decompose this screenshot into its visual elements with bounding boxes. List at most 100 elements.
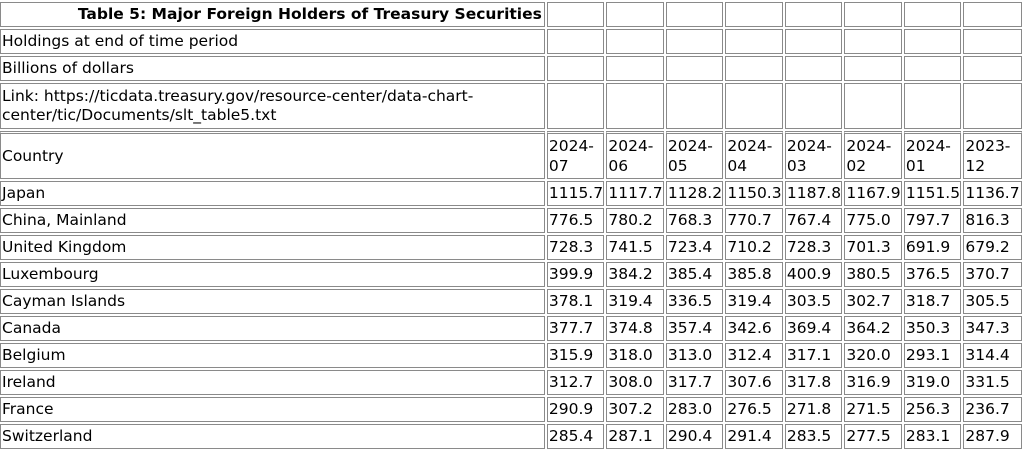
empty-cell: [606, 2, 664, 27]
table-row: Switzerland 285.4 287.1 290.4 291.4 283.5 277.…: [0, 424, 1022, 449]
table-body: Table 5: Major Foreign Holders of Treasu…: [0, 2, 1022, 449]
period-column-header: 2024- 05: [665, 131, 724, 179]
empty-cell: [844, 2, 902, 27]
period-month-part: 03: [786, 157, 807, 175]
value-cell: 303.5: [784, 289, 843, 314]
period-month-part: 04: [727, 157, 748, 175]
period-month-part: 02: [846, 157, 867, 175]
empty-cell: [546, 83, 605, 129]
empty-cell: [725, 2, 783, 27]
value-cell: 350.3: [903, 316, 962, 341]
value-cell: 1151.5: [903, 181, 962, 206]
empty-cell: [963, 83, 1022, 129]
empty-cell: [725, 83, 783, 129]
value-cell: 319.4: [725, 289, 783, 314]
country-cell: Canada: [0, 316, 545, 341]
period-year-part: 2024-: [846, 137, 892, 155]
period-month-part: 01: [905, 157, 926, 175]
table-row: France 290.9 307.2 283.0 276.5 271.8 271.5 256.…: [0, 397, 1022, 422]
value-cell: 1115.7: [546, 181, 605, 206]
country-cell: Cayman Islands: [0, 289, 545, 314]
value-cell: 701.3: [844, 235, 902, 260]
empty-cell: [903, 83, 962, 129]
value-cell: 780.2: [606, 208, 664, 233]
value-cell: 271.8: [784, 397, 843, 422]
period-year-part: 2024-: [727, 137, 773, 155]
value-cell: 316.9: [844, 370, 902, 395]
meta-text: Holdings at end of time period: [0, 29, 545, 54]
value-cell: 290.4: [665, 424, 724, 449]
period-month-part: 07: [548, 157, 569, 175]
value-cell: 369.4: [784, 316, 843, 341]
empty-cell: [963, 2, 1022, 27]
value-cell: 377.7: [546, 316, 605, 341]
period-year-part: 2023-: [965, 137, 1011, 155]
period-column-header: 2024- 04: [725, 131, 783, 179]
empty-cell: [844, 29, 902, 54]
value-cell: 370.7: [963, 262, 1022, 287]
country-cell: Japan: [0, 181, 545, 206]
value-cell: 347.3: [963, 316, 1022, 341]
value-cell: 385.4: [665, 262, 724, 287]
table-row: Canada 377.7 374.8 357.4 342.6 369.4 364.2 350.…: [0, 316, 1022, 341]
empty-cell: [546, 29, 605, 54]
value-cell: 283.0: [665, 397, 724, 422]
empty-cell: [903, 2, 962, 27]
value-cell: 287.9: [963, 424, 1022, 449]
value-cell: 336.5: [665, 289, 724, 314]
source-link-text: Link: https://ticdata.treasury.gov/resou…: [0, 83, 545, 129]
value-cell: 710.2: [725, 235, 783, 260]
period-column-header: 2024- 02: [844, 131, 902, 179]
country-cell: China, Mainland: [0, 208, 545, 233]
empty-cell: [665, 83, 724, 129]
value-cell: 1187.8: [784, 181, 843, 206]
country-cell: France: [0, 397, 545, 422]
table-row: United Kingdom 728.3 741.5 723.4 710.2 728.3 7…: [0, 235, 1022, 260]
empty-cell: [725, 29, 783, 54]
value-cell: 399.9: [546, 262, 605, 287]
value-cell: 374.8: [606, 316, 664, 341]
empty-cell: [963, 56, 1022, 81]
value-cell: 385.8: [725, 262, 783, 287]
value-cell: 776.5: [546, 208, 605, 233]
empty-cell: [725, 56, 783, 81]
header-row: Country 2024- 07 2024- 06 2024- 05 2024- 04 2024-…: [0, 131, 1022, 179]
period-column-header: 2024- 06: [606, 131, 664, 179]
period-month-part: 05: [667, 157, 688, 175]
value-cell: 305.5: [963, 289, 1022, 314]
value-cell: 312.4: [725, 343, 783, 368]
value-cell: 768.3: [665, 208, 724, 233]
value-cell: 728.3: [784, 235, 843, 260]
value-cell: 679.2: [963, 235, 1022, 260]
table-row: China, Mainland 776.5 780.2 768.3 770.7 767.4…: [0, 208, 1022, 233]
empty-cell: [784, 83, 843, 129]
empty-cell: [665, 2, 724, 27]
empty-cell: [606, 29, 664, 54]
table-row: Belgium 315.9 318.0 313.0 312.4 317.1 320.0 293…: [0, 343, 1022, 368]
empty-cell: [784, 56, 843, 81]
value-cell: 320.0: [844, 343, 902, 368]
empty-cell: [844, 56, 902, 81]
value-cell: 314.4: [963, 343, 1022, 368]
period-column-header: 2023- 12: [963, 131, 1022, 179]
country-cell: Luxembourg: [0, 262, 545, 287]
period-year-part: 2024-: [548, 137, 594, 155]
value-cell: 691.9: [903, 235, 962, 260]
table-row: Cayman Islands 378.1 319.4 336.5 319.4 303.5 3…: [0, 289, 1022, 314]
value-cell: 342.6: [725, 316, 783, 341]
period-column-header: 2024- 01: [903, 131, 962, 179]
empty-cell: [546, 56, 605, 81]
meta-row: Holdings at end of time period: [0, 29, 1022, 54]
value-cell: 307.2: [606, 397, 664, 422]
title-row: Table 5: Major Foreign Holders of Treasu…: [0, 2, 1022, 27]
period-month-part: 12: [965, 157, 986, 175]
table-row: Ireland 312.7 308.0 317.7 307.6 317.8 316.9 319…: [0, 370, 1022, 395]
value-cell: 728.3: [546, 235, 605, 260]
value-cell: 315.9: [546, 343, 605, 368]
empty-cell: [665, 29, 724, 54]
empty-cell: [963, 29, 1022, 54]
value-cell: 1167.9: [844, 181, 902, 206]
value-cell: 816.3: [963, 208, 1022, 233]
value-cell: 307.6: [725, 370, 783, 395]
value-cell: 290.9: [546, 397, 605, 422]
